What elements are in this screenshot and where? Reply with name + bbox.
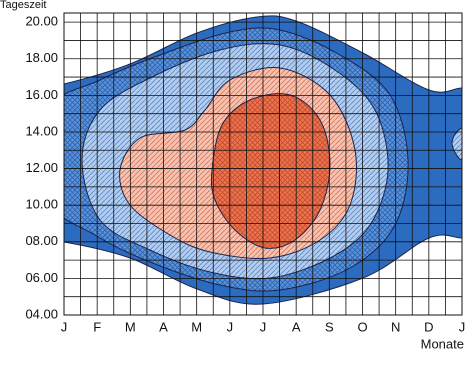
x-tick-label: J [260, 319, 267, 334]
x-tick-label: J [459, 319, 466, 334]
y-tick-label: 04.00 [25, 306, 58, 321]
y-tick-label: 06.00 [25, 270, 58, 285]
x-tick-label: S [325, 319, 334, 334]
x-tick-label: N [391, 319, 400, 334]
x-tick-label: A [292, 319, 301, 334]
y-tick-label: 16.00 [25, 87, 58, 102]
y-tick-label: 10.00 [25, 197, 58, 212]
y-axis-label: Tageszeit [0, 0, 46, 11]
x-tick-label: M [191, 319, 202, 334]
y-tick-label: 14.00 [25, 123, 58, 138]
y-tick-label: 20.00 [25, 14, 58, 29]
y-tick-label: 12.00 [25, 160, 58, 175]
x-tick-label: M [125, 319, 136, 334]
x-tick-label: O [357, 319, 367, 334]
x-tick-label: J [61, 319, 68, 334]
plot-frame [63, 12, 463, 316]
y-tick-label: 08.00 [25, 233, 58, 248]
x-tick-label: J [227, 319, 234, 334]
y-tick-label: 18.00 [25, 50, 58, 65]
x-axis-label: Monate [421, 336, 464, 351]
x-tick-label: F [93, 319, 101, 334]
x-tick-label: D [424, 319, 433, 334]
contour-edge [451, 127, 462, 161]
x-tick-label: A [159, 319, 168, 334]
